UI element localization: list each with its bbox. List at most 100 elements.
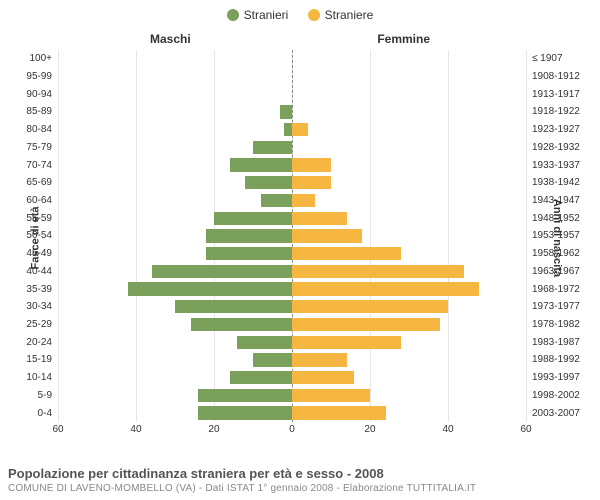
- legend: Stranieri Straniere: [0, 0, 600, 28]
- x-tick: 20: [208, 424, 219, 435]
- legend-swatch-female: [308, 9, 320, 21]
- header-female: Femmine: [377, 32, 430, 46]
- footer-title: Popolazione per cittadinanza straniera p…: [8, 466, 592, 481]
- footer: Popolazione per cittadinanza straniera p…: [8, 466, 592, 494]
- birth-year-label: ≤ 1907: [526, 53, 563, 64]
- chart-row: 80-841923-1927: [58, 121, 526, 139]
- legend-item-male: Stranieri: [227, 8, 289, 22]
- age-label: 20-24: [26, 337, 58, 348]
- age-label: 45-49: [26, 248, 58, 259]
- x-tick: 0: [289, 424, 295, 435]
- age-label: 10-14: [26, 372, 58, 383]
- age-label: 75-79: [26, 142, 58, 153]
- age-label: 85-89: [26, 106, 58, 117]
- chart-row: 30-341973-1977: [58, 298, 526, 316]
- chart-row: 40-441963-1967: [58, 263, 526, 281]
- bar-female: [292, 406, 386, 419]
- chart-row: 85-891918-1922: [58, 103, 526, 121]
- birth-year-label: 1963-1967: [526, 266, 580, 277]
- bar-male: [261, 194, 292, 207]
- age-label: 50-54: [26, 230, 58, 241]
- bar-female: [292, 247, 401, 260]
- bar-female: [292, 158, 331, 171]
- bar-male: [253, 353, 292, 366]
- birth-year-label: 1908-1912: [526, 71, 580, 82]
- age-label: 0-4: [38, 408, 58, 419]
- birth-year-label: 1948-1952: [526, 213, 580, 224]
- chart-row: 5-91998-2002: [58, 387, 526, 405]
- chart-row: 10-141993-1997: [58, 369, 526, 387]
- chart-row: 75-791928-1932: [58, 139, 526, 157]
- bar-female: [292, 300, 448, 313]
- bar-female: [292, 194, 315, 207]
- age-label: 55-59: [26, 213, 58, 224]
- legend-label-female: Straniere: [325, 8, 374, 22]
- bar-male: [191, 318, 292, 331]
- footer-subtitle: COMUNE DI LAVENO-MOMBELLO (VA) - Dati IS…: [8, 483, 592, 494]
- bar-female: [292, 353, 347, 366]
- bar-female: [292, 389, 370, 402]
- age-label: 100+: [29, 53, 58, 64]
- bar-male: [230, 371, 292, 384]
- birth-year-label: 1923-1927: [526, 124, 580, 135]
- age-label: 60-64: [26, 195, 58, 206]
- chart-row: 100+≤ 1907: [58, 50, 526, 68]
- birth-year-label: 1983-1987: [526, 337, 580, 348]
- age-label: 30-34: [26, 301, 58, 312]
- bar-female: [292, 282, 479, 295]
- chart-row: 90-941913-1917: [58, 85, 526, 103]
- bar-male: [284, 123, 292, 136]
- birth-year-label: 1953-1957: [526, 230, 580, 241]
- age-label: 25-29: [26, 319, 58, 330]
- birth-year-label: 1913-1917: [526, 89, 580, 100]
- legend-label-male: Stranieri: [244, 8, 289, 22]
- chart: Maschi Femmine Fasce di età Anni di nasc…: [0, 28, 600, 448]
- bar-female: [292, 212, 347, 225]
- bar-male: [253, 141, 292, 154]
- bar-female: [292, 229, 362, 242]
- chart-row: 25-291978-1982: [58, 316, 526, 334]
- legend-item-female: Straniere: [308, 8, 374, 22]
- chart-row: 35-391968-1972: [58, 280, 526, 298]
- bar-male: [280, 105, 292, 118]
- birth-year-label: 1943-1947: [526, 195, 580, 206]
- header-male: Maschi: [150, 32, 191, 46]
- birth-year-label: 1973-1977: [526, 301, 580, 312]
- age-label: 80-84: [26, 124, 58, 135]
- bar-male: [198, 406, 292, 419]
- chart-row: 95-991908-1912: [58, 68, 526, 86]
- bar-female: [292, 123, 308, 136]
- age-label: 95-99: [26, 71, 58, 82]
- birth-year-label: 1933-1937: [526, 160, 580, 171]
- legend-swatch-male: [227, 9, 239, 21]
- bar-female: [292, 336, 401, 349]
- x-tick: 60: [52, 424, 63, 435]
- birth-year-label: 1978-1982: [526, 319, 580, 330]
- bar-male: [198, 389, 292, 402]
- age-label: 35-39: [26, 284, 58, 295]
- age-label: 5-9: [38, 390, 58, 401]
- bar-male: [128, 282, 292, 295]
- chart-row: 55-591948-1952: [58, 209, 526, 227]
- bar-male: [152, 265, 292, 278]
- bar-female: [292, 176, 331, 189]
- age-label: 70-74: [26, 160, 58, 171]
- x-tick: 40: [130, 424, 141, 435]
- plot-area: 100+≤ 190795-991908-191290-941913-191785…: [58, 50, 526, 422]
- birth-year-label: 1993-1997: [526, 372, 580, 383]
- chart-row: 60-641943-1947: [58, 192, 526, 210]
- birth-year-label: 1968-1972: [526, 284, 580, 295]
- chart-row: 45-491958-1962: [58, 245, 526, 263]
- x-tick: 20: [364, 424, 375, 435]
- chart-row: 15-191988-1992: [58, 351, 526, 369]
- bar-male: [237, 336, 292, 349]
- age-label: 65-69: [26, 177, 58, 188]
- age-label: 40-44: [26, 266, 58, 277]
- birth-year-label: 1928-1932: [526, 142, 580, 153]
- birth-year-label: 1918-1922: [526, 106, 580, 117]
- age-label: 15-19: [26, 354, 58, 365]
- x-tick: 40: [442, 424, 453, 435]
- bar-female: [292, 318, 440, 331]
- bar-female: [292, 371, 354, 384]
- chart-row: 65-691938-1942: [58, 174, 526, 192]
